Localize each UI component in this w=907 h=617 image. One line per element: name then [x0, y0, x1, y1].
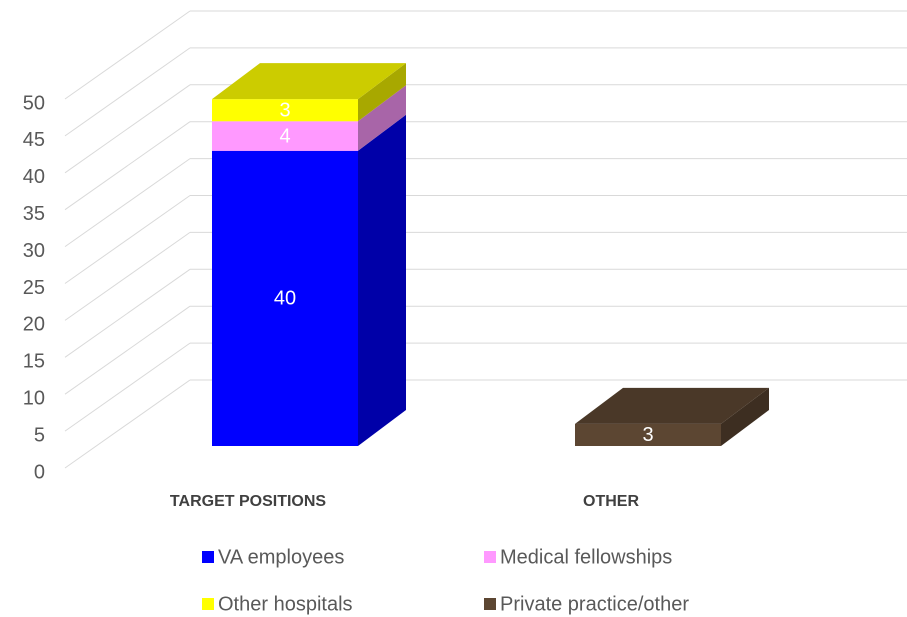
legend-label: Medical fellowships	[500, 546, 672, 568]
data-label: 3	[279, 99, 290, 121]
x-tick-label: TARGET POSITIONS	[170, 493, 326, 510]
bar-top	[575, 387, 769, 424]
grid-line	[64, 268, 191, 358]
grid-line	[64, 84, 191, 174]
legend-swatch	[484, 598, 496, 610]
y-tick-label: 15	[23, 351, 45, 373]
y-tick-label: 50	[23, 92, 45, 114]
bar-front	[212, 121, 358, 151]
bar-side	[358, 85, 406, 151]
bar-front	[212, 150, 358, 447]
grid-line	[64, 47, 191, 137]
grid-line	[64, 305, 191, 395]
y-tick-label: 30	[23, 240, 45, 262]
grid-line	[64, 158, 191, 248]
bar-side	[721, 387, 769, 446]
legend-swatch	[202, 551, 214, 563]
data-label: 3	[642, 424, 653, 446]
bar-side	[358, 63, 406, 122]
y-tick-label: 0	[34, 461, 45, 483]
bar-front	[575, 423, 721, 446]
y-tick-label: 35	[23, 203, 45, 225]
y-tick-label: 45	[23, 129, 45, 151]
legend-label: Private practice/other	[500, 593, 689, 615]
grid-line	[64, 10, 191, 100]
grid-line	[64, 121, 191, 211]
data-label: 40	[274, 288, 296, 310]
legend-swatch	[484, 551, 496, 563]
x-tick-label: OTHER	[583, 493, 639, 510]
y-tick-label: 20	[23, 314, 45, 336]
legend-swatch	[202, 598, 214, 610]
y-tick-label: 10	[23, 387, 45, 409]
legend-label: VA employees	[218, 546, 344, 568]
grid-line	[64, 195, 191, 284]
grid-line	[64, 342, 191, 432]
grid-line	[64, 379, 191, 469]
y-tick-label: 40	[23, 166, 45, 188]
y-tick-label: 25	[23, 277, 45, 299]
legend-label: Other hospitals	[218, 593, 353, 615]
bar-front	[212, 99, 358, 122]
grid-line	[64, 231, 191, 321]
bar-side	[358, 114, 406, 447]
bar-top	[212, 63, 406, 100]
y-tick-label: 5	[34, 424, 45, 446]
data-label: 4	[279, 125, 290, 147]
